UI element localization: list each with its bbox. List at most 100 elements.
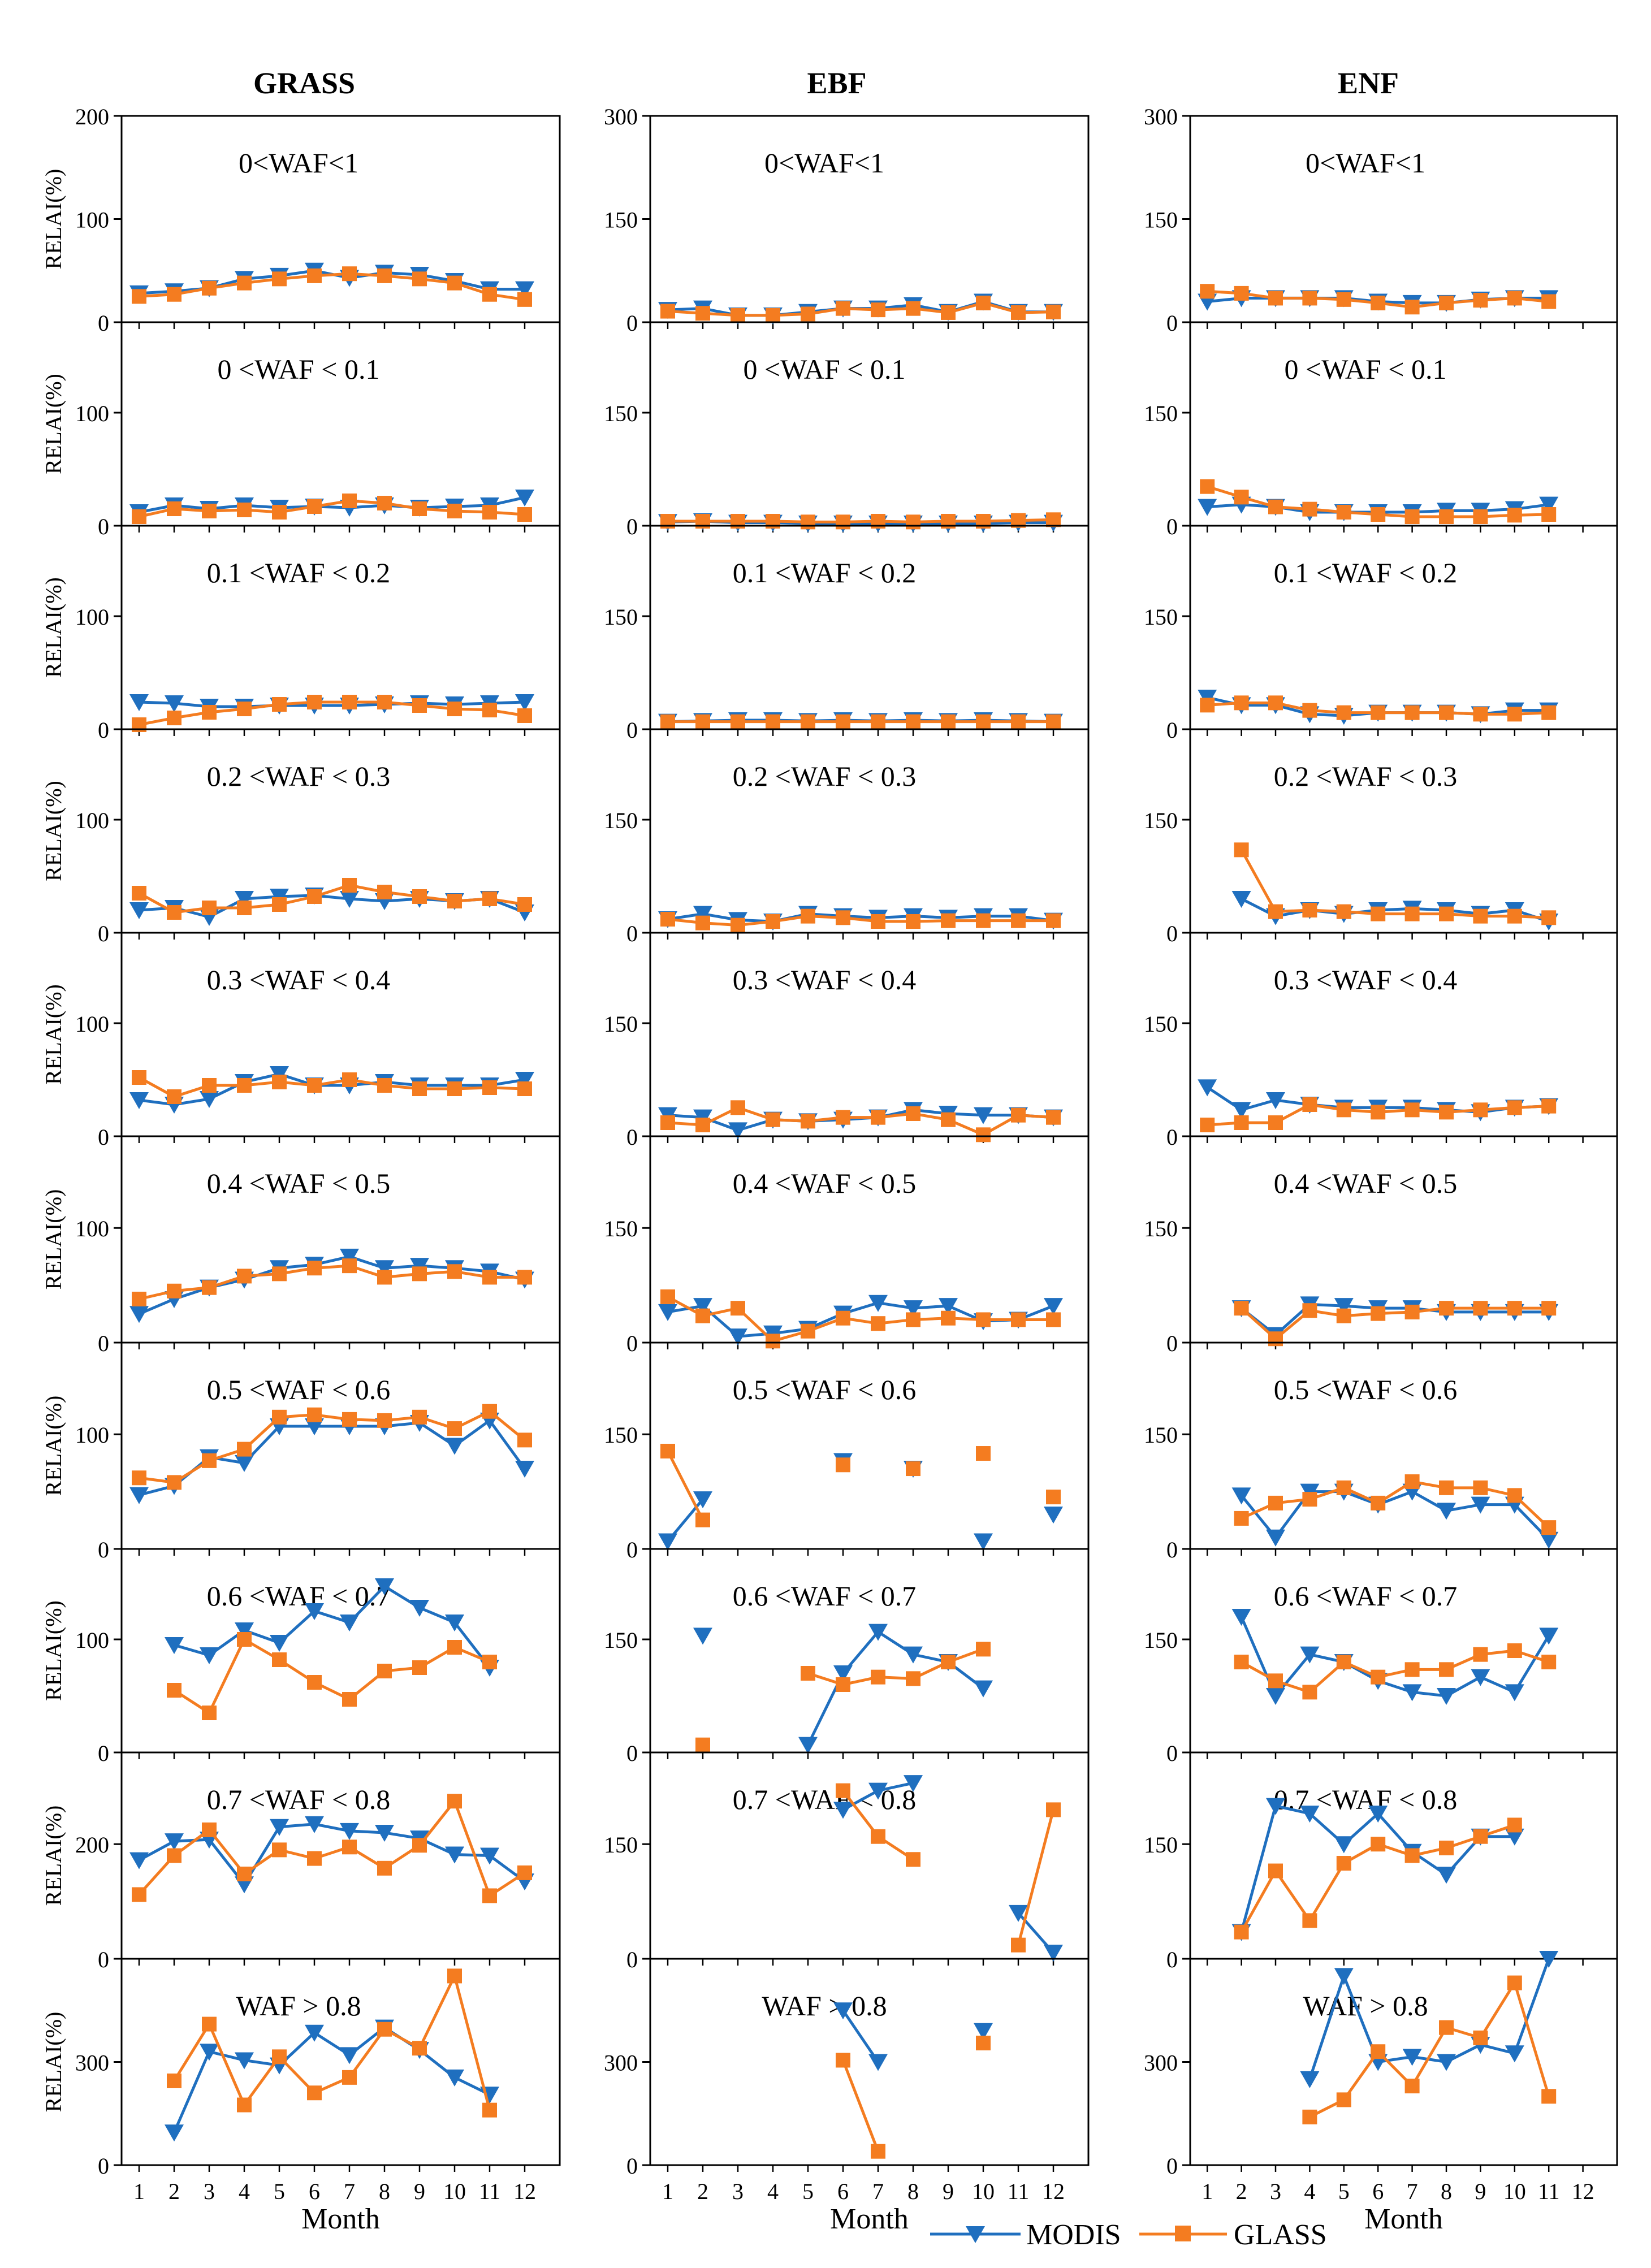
glass-point — [132, 509, 146, 524]
x-tick-label: 7 — [872, 2179, 884, 2204]
glass-point — [377, 885, 392, 899]
modis-point — [1505, 2045, 1524, 2063]
modis-point — [1471, 1669, 1490, 1686]
glass-point — [1302, 1303, 1317, 1318]
panel-range-label: 0.2 <WAF < 0.3 — [207, 760, 390, 792]
glass-point — [482, 2102, 497, 2118]
y-tick-label: 100 — [75, 1628, 109, 1653]
glass-point — [272, 1266, 287, 1282]
glass-point — [1234, 842, 1249, 858]
glass-point — [941, 1310, 956, 1326]
glass-point — [660, 714, 675, 729]
x-tick-label: 7 — [344, 2179, 355, 2204]
modis-line — [1241, 897, 1549, 923]
modis-point — [129, 1487, 149, 1504]
glass-point — [517, 1432, 532, 1448]
modis-point — [375, 1824, 394, 1842]
glass-point — [1268, 291, 1283, 306]
glass-point — [766, 914, 780, 929]
glass-point — [1473, 2030, 1488, 2045]
x-tick-label: 1 — [133, 2179, 145, 2204]
panel-range-label: 0 <WAF < 0.1 — [1285, 353, 1447, 385]
glass-point — [132, 1070, 146, 1085]
glass-point — [132, 1470, 146, 1486]
glass-line — [1309, 1979, 1550, 2119]
x-tick-label: 6 — [1372, 2179, 1384, 2204]
modis-point — [165, 1833, 184, 1851]
panel-range-label: 0.5 <WAF < 0.6 — [733, 1374, 916, 1405]
x-tick-label: 12 — [513, 2179, 536, 2204]
glass-point — [1371, 1105, 1386, 1120]
glass-point — [871, 1669, 885, 1685]
modis-point — [833, 1665, 853, 1682]
glass-point — [1473, 908, 1488, 924]
glass-point — [1371, 1306, 1386, 1321]
glass-point — [836, 1783, 850, 1798]
glass-point — [342, 695, 357, 709]
glass-point — [517, 1865, 532, 1880]
glass-point — [871, 914, 885, 929]
modis-line — [1240, 1490, 1550, 1541]
x-axis-label: Month — [830, 2203, 909, 2235]
glass-point — [517, 292, 532, 307]
modis-point — [868, 2054, 888, 2071]
modis-point — [165, 695, 184, 712]
glass-point — [342, 494, 357, 508]
glass-point — [167, 501, 181, 516]
glass-point — [167, 1475, 181, 1490]
glass-point — [1473, 1829, 1488, 1844]
panel-range-label: 0.1 <WAF < 0.2 — [733, 557, 916, 588]
modis-point — [904, 1775, 923, 1793]
glass-point — [1473, 1301, 1488, 1316]
y-tick-label: 150 — [1144, 808, 1178, 833]
modis-point — [1334, 1968, 1354, 1985]
column-title-enf: ENF — [1338, 66, 1399, 100]
glass-line — [1017, 1809, 1055, 1946]
glass-point — [377, 1664, 392, 1678]
x-tick-label: 10 — [1503, 2179, 1526, 2204]
y-tick-label: 0 — [1166, 1331, 1178, 1356]
glass-point — [1507, 1817, 1522, 1833]
glass-point — [412, 1838, 427, 1853]
y-tick-label: 0 — [626, 1124, 638, 1150]
glass-point — [1404, 906, 1420, 921]
glass-point — [1234, 1301, 1249, 1316]
y-tick-label: 150 — [1144, 1011, 1178, 1037]
glass-line — [1240, 849, 1549, 919]
modis-line — [174, 1584, 491, 1669]
glass-point — [695, 1308, 710, 1323]
glass-point — [871, 1110, 885, 1125]
modis-point — [1505, 1828, 1524, 1846]
glass-point — [1404, 300, 1420, 315]
glass-point — [237, 1442, 252, 1457]
glass-point — [167, 287, 181, 302]
glass-point — [1541, 1520, 1557, 1535]
glass-point — [801, 1666, 815, 1681]
glass-point — [377, 695, 392, 709]
glass-point — [307, 1078, 322, 1093]
x-tick-label: 8 — [379, 2179, 390, 2204]
modis-point — [1266, 1798, 1285, 1815]
y-axis-label: RELAI(%) — [41, 781, 66, 881]
x-tick-label: 4 — [239, 2179, 250, 2204]
glass-point — [1336, 292, 1351, 307]
glass-point — [482, 287, 497, 302]
glass-point — [517, 1081, 532, 1096]
modis-point — [798, 1737, 818, 1754]
y-axis-label: RELAI(%) — [41, 1396, 66, 1496]
glass-line — [1241, 1480, 1550, 1529]
panel-enf-1: 0 150 300 0<WAF<1 — [1144, 104, 1618, 336]
modis-point — [375, 1578, 394, 1595]
glass-point — [871, 1316, 885, 1331]
glass-point — [1371, 705, 1386, 720]
glass-point — [1541, 1098, 1557, 1114]
y-tick-label: 300 — [1144, 104, 1178, 129]
panel-range-label: 0<WAF<1 — [1306, 147, 1425, 179]
glass-point — [1302, 1097, 1317, 1112]
glass-point — [1371, 1495, 1386, 1510]
glass-point — [836, 514, 850, 530]
glass-point — [836, 910, 850, 925]
glass-point — [412, 2041, 427, 2056]
x-tick-label: 3 — [204, 2179, 215, 2204]
modis-point — [340, 1248, 359, 1266]
